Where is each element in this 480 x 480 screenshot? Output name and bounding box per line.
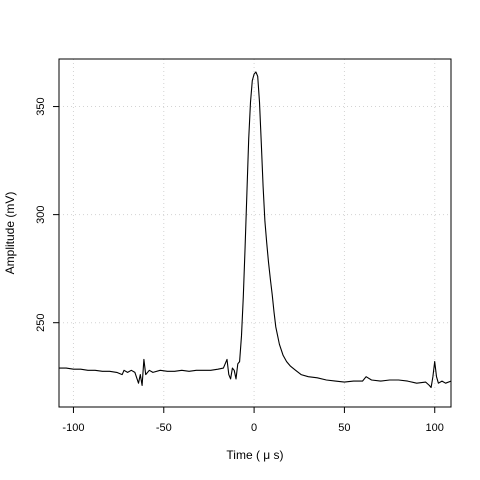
x-axis-title: Time ( μ s)	[226, 448, 283, 462]
series-line	[59, 71, 452, 389]
y-tick-label: 300	[35, 205, 47, 223]
x-tick-label: -50	[156, 422, 172, 434]
plot-area	[59, 71, 452, 389]
x-tick-label: 100	[426, 422, 444, 434]
plot-border	[58, 58, 452, 408]
grid-lines	[59, 59, 451, 407]
x-tick-label: 50	[338, 422, 350, 434]
x-tick-label: -100	[62, 422, 84, 434]
x-axis: -100 -50 0 50 100	[62, 407, 444, 434]
y-tick-label: 350	[35, 97, 47, 115]
y-tick-label: 250	[35, 314, 47, 332]
x-tick-label: 0	[251, 422, 257, 434]
y-axis: 250 300 350	[35, 97, 59, 332]
y-axis-title: Amplitude (mV)	[3, 192, 17, 275]
